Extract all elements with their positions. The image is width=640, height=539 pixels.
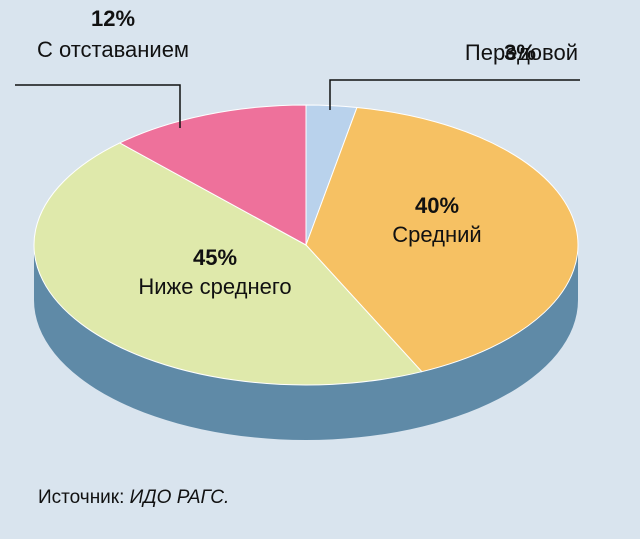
source-text: ИДО РАГС. [130, 487, 230, 508]
pie-slice [33, 142, 423, 386]
source: Источник: ИДО РАГС. [38, 487, 229, 508]
category-label: Средний [392, 222, 481, 247]
pie-side [34, 245, 578, 440]
leader-line [15, 84, 181, 128]
value-label: 12% [91, 6, 135, 31]
pie-slice [118, 104, 307, 246]
value-label: 45% [193, 245, 237, 270]
category-label: Ниже среднего [138, 274, 291, 299]
value-label: 3% [504, 40, 536, 65]
category-label: Передовой [465, 40, 578, 65]
source-label: Источник: [38, 487, 124, 508]
category-label: С отставанием [37, 37, 189, 62]
pie-slice [305, 106, 579, 373]
value-label: 40% [415, 193, 459, 218]
leader-line [329, 79, 580, 110]
